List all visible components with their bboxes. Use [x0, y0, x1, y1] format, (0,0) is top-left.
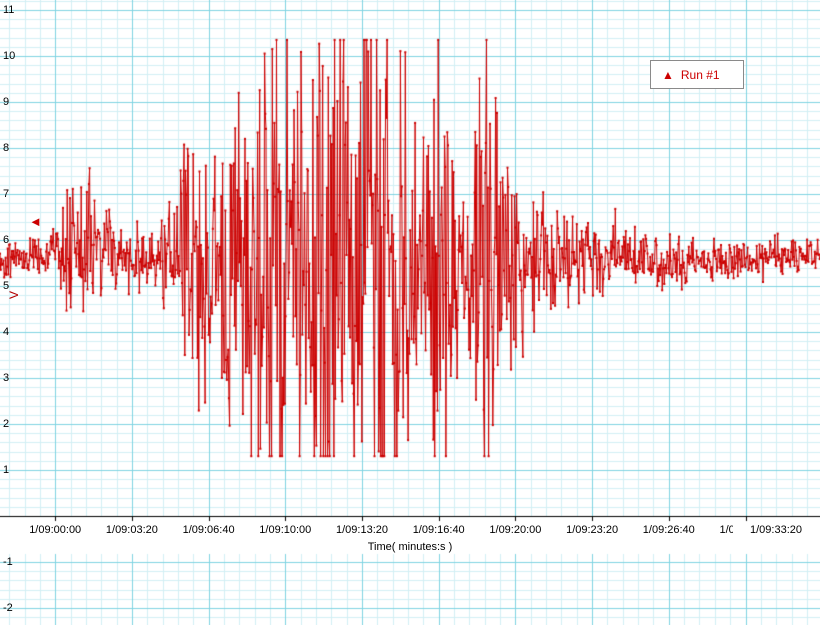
x-tick-label: 1/09:13:20	[336, 524, 388, 536]
legend[interactable]: ▲ Run #1	[650, 60, 744, 89]
x-tick-label: 1/09:20:00	[489, 524, 542, 536]
x-tick-label: 1/09:26:40	[642, 524, 695, 536]
legend-triangle-icon: ▲	[662, 67, 674, 82]
y-axis-unit-label: V	[7, 290, 22, 300]
y-tick-label: -1	[3, 556, 13, 568]
y-tick-label: 5	[3, 280, 10, 292]
legend-series-label: Run #1	[680, 67, 720, 82]
x-tick-label: 1/09:23:20	[566, 524, 619, 536]
x-tick-label: 1/09:06:40	[182, 524, 235, 536]
channel-marker-icon[interactable]: ◄	[29, 214, 42, 229]
y-tick-label: 11	[3, 4, 15, 16]
y-tick-label: 7	[3, 188, 10, 200]
y-tick-label: 8	[3, 142, 10, 154]
y-tick-label: 1	[3, 464, 10, 476]
y-tick-label: -2	[3, 602, 13, 614]
y-tick-label: 4	[3, 326, 10, 338]
x-tick-label: 1/09:33:20	[733, 524, 819, 536]
x-tick-label: 1/09:10:00	[259, 524, 312, 536]
y-tick-label: 10	[3, 50, 16, 62]
x-tick-label: 1/09:00:00	[29, 524, 82, 536]
x-tick-label: 1/09:16:40	[412, 524, 465, 536]
y-tick-label: 6	[3, 234, 10, 246]
x-axis-title: Time( minutes:s )	[367, 541, 453, 553]
x-tick-label: 1/09:03:20	[105, 524, 158, 536]
y-tick-label: 3	[3, 372, 10, 384]
y-tick-label: 2	[3, 418, 10, 430]
y-tick-label: 9	[3, 96, 10, 108]
